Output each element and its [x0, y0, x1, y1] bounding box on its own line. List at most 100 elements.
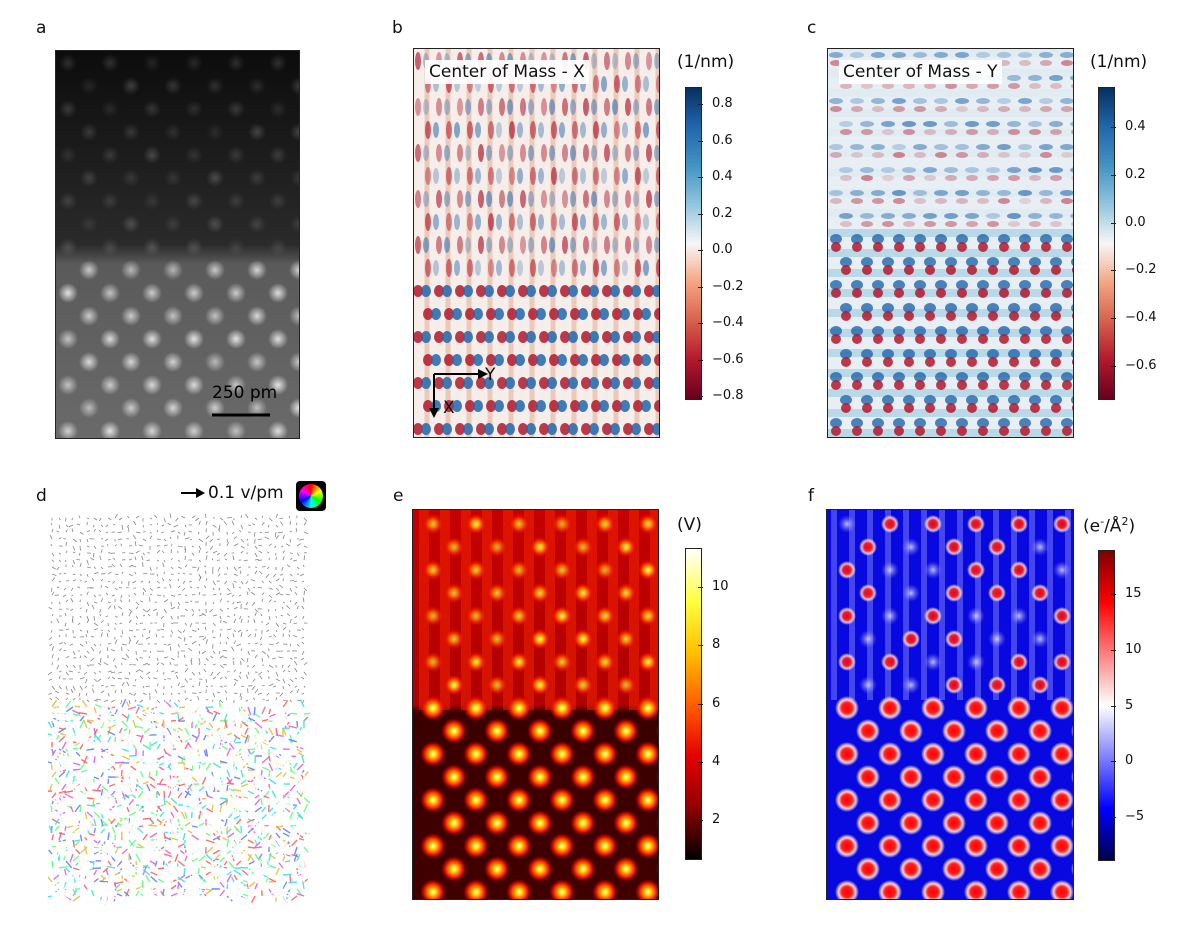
neg-lobe	[476, 285, 486, 297]
charge-peak	[856, 811, 880, 835]
radial-vector	[228, 754, 239, 762]
field-vector	[198, 657, 200, 662]
radial-vector	[143, 848, 151, 859]
charge-peak	[988, 584, 1006, 602]
colorbar-tick: 6	[697, 695, 721, 711]
field-vector	[103, 662, 109, 666]
field-vector	[68, 524, 74, 528]
field-vector	[218, 573, 221, 577]
atom-column	[289, 260, 299, 280]
radial-vector	[231, 883, 239, 894]
field-vector	[153, 677, 158, 680]
neg-lobe	[1019, 152, 1031, 158]
radial-vector	[99, 751, 107, 762]
field-vector	[233, 736, 238, 743]
field-vector	[235, 818, 242, 825]
neg-lobe	[593, 167, 599, 185]
field-vector	[246, 538, 249, 541]
field-vector	[100, 524, 104, 528]
neg-lobe	[654, 354, 659, 366]
pos-lobe	[892, 144, 906, 150]
pos-lobe	[633, 53, 639, 69]
field-vector	[175, 517, 179, 522]
field-vector	[163, 671, 165, 675]
field-vector	[191, 608, 195, 613]
field-vector	[161, 550, 165, 554]
neg-lobe	[436, 190, 442, 208]
pos-lobe	[1018, 52, 1032, 58]
radial-vector	[253, 861, 261, 872]
field-vector	[281, 664, 284, 668]
pos-lobe	[850, 52, 864, 58]
field-vector	[203, 585, 207, 589]
neg-lobe	[1071, 175, 1073, 181]
radial-vector	[187, 892, 195, 903]
field-vector	[198, 559, 202, 563]
field-vector	[95, 704, 102, 708]
radial-vector	[118, 870, 129, 878]
field-vector	[275, 727, 278, 736]
radial-vector	[215, 826, 223, 837]
potential-peak	[572, 582, 594, 604]
pos-lobe	[998, 234, 1010, 244]
radial-vector	[149, 760, 157, 771]
pos-lobe	[861, 303, 873, 313]
field-vector	[72, 768, 81, 771]
field-vector	[155, 769, 158, 777]
field-vector	[116, 846, 123, 849]
radial-vector	[184, 754, 195, 762]
field-vector	[72, 762, 81, 766]
neg-lobe	[446, 121, 452, 139]
neg-lobe	[978, 426, 988, 436]
radial-vector	[61, 848, 69, 859]
pos-lobe	[965, 121, 979, 127]
pos-lobe	[893, 418, 905, 428]
atom-column	[247, 398, 267, 418]
pos-lobe	[589, 423, 599, 435]
radial-vector	[83, 826, 91, 837]
neg-lobe	[831, 242, 841, 252]
charge-peak	[1028, 765, 1052, 789]
radial-vector	[184, 892, 195, 900]
neg-lobe	[1050, 83, 1062, 89]
field-vector	[233, 825, 240, 831]
pos-lobe	[559, 168, 565, 184]
neg-lobe	[946, 311, 956, 321]
neg-lobe	[551, 259, 557, 277]
radial-vector	[61, 798, 72, 806]
neg-lobe	[1009, 265, 1019, 275]
atom-column	[122, 169, 140, 187]
pos-lobe	[421, 285, 431, 297]
neg-lobe	[1019, 60, 1031, 66]
field-vector	[251, 685, 256, 690]
pos-lobe	[610, 331, 620, 343]
radial-vector	[215, 826, 226, 834]
pos-lobe	[1040, 280, 1052, 290]
field-vector	[121, 874, 124, 884]
field-vector	[212, 713, 218, 722]
pos-lobe	[1070, 167, 1073, 173]
radial-vector	[259, 738, 270, 746]
neg-lobe	[625, 236, 631, 254]
radial-vector	[237, 892, 245, 903]
neg-lobe	[1040, 106, 1052, 112]
field-vector	[128, 748, 135, 757]
field-vector	[90, 657, 95, 662]
charge-peak	[881, 607, 899, 625]
field-vector	[93, 671, 97, 675]
neg-lobe	[999, 288, 1009, 298]
radial-vector	[237, 839, 245, 850]
neg-lobe	[656, 121, 659, 139]
radial-vector	[275, 760, 283, 771]
potential-peak	[527, 856, 553, 882]
field-vector	[65, 529, 68, 533]
field-vector	[174, 853, 179, 863]
field-vector	[142, 608, 147, 613]
field-vector	[289, 657, 293, 660]
field-vector	[261, 657, 264, 662]
neg-lobe	[999, 242, 1009, 252]
charge-peak	[967, 653, 985, 671]
colorbar-c	[1098, 87, 1115, 400]
field-vector	[186, 797, 193, 800]
field-vector	[177, 636, 182, 639]
